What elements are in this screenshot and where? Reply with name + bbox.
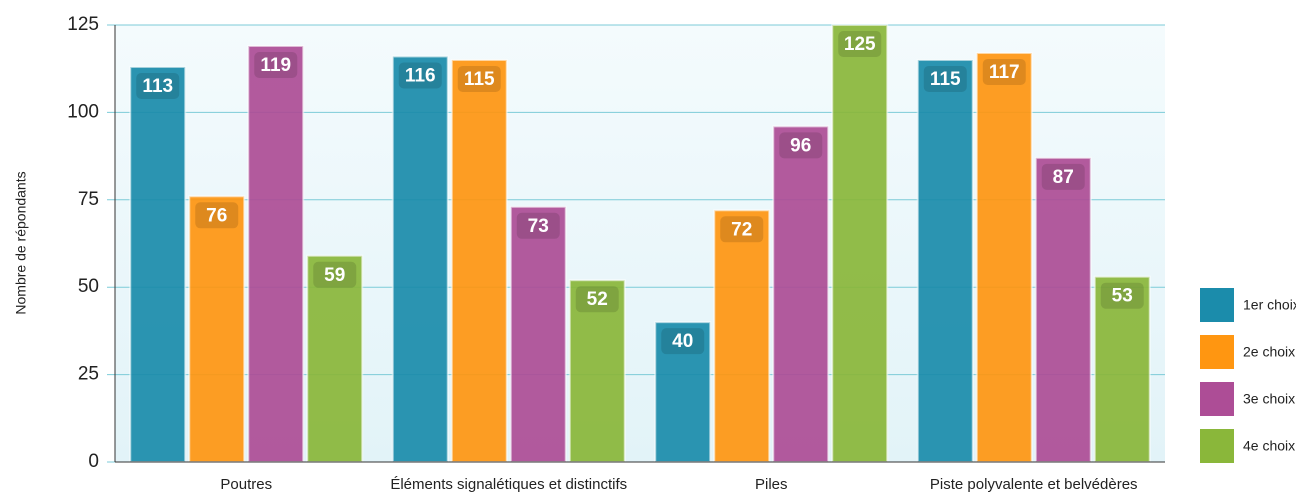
value-label-bg bbox=[923, 65, 967, 92]
bar bbox=[831, 24, 889, 463]
value-label-bg bbox=[516, 212, 560, 239]
value-label-bg bbox=[1041, 163, 1085, 190]
legend-swatch bbox=[1200, 288, 1234, 322]
legend-swatch bbox=[1200, 382, 1234, 416]
y-tick-label: 25 bbox=[78, 364, 99, 385]
x-tick-label: Piste polyvalente et belvédères bbox=[930, 476, 1138, 493]
x-tick-label: Éléments signalétiques et distinctifs bbox=[390, 476, 627, 493]
value-label: 87 bbox=[1053, 167, 1074, 188]
bar bbox=[1034, 156, 1092, 464]
value-label: 72 bbox=[731, 219, 752, 240]
y-tick-label: 125 bbox=[67, 14, 99, 35]
legend-label: 3e choix bbox=[1243, 391, 1295, 407]
value-label-bg bbox=[838, 31, 882, 57]
value-label: 119 bbox=[260, 55, 291, 76]
bar bbox=[188, 195, 246, 464]
value-label: 53 bbox=[1112, 286, 1133, 307]
value-label-bg bbox=[1100, 282, 1144, 309]
value-label-bg bbox=[313, 261, 357, 288]
x-tick-label: Poutres bbox=[220, 476, 272, 493]
value-label-bg bbox=[398, 62, 442, 89]
bar bbox=[713, 209, 771, 463]
bar bbox=[306, 254, 364, 463]
bar bbox=[772, 125, 830, 463]
legend-swatch bbox=[1200, 429, 1234, 463]
x-tick-label: Piles bbox=[755, 476, 788, 493]
value-label: 73 bbox=[528, 216, 549, 237]
legend-label: 2e choix bbox=[1243, 344, 1295, 360]
value-label: 52 bbox=[587, 289, 608, 310]
legend-label: 4e choix bbox=[1243, 438, 1295, 454]
value-label: 59 bbox=[324, 265, 345, 286]
y-tick-label: 75 bbox=[78, 189, 99, 210]
bar bbox=[654, 321, 712, 463]
value-label-bg bbox=[136, 72, 180, 99]
value-label-bg bbox=[254, 51, 298, 78]
value-label-bg bbox=[982, 58, 1026, 85]
bar bbox=[916, 58, 974, 464]
y-tick-label: 50 bbox=[78, 276, 99, 297]
value-label: 76 bbox=[206, 205, 227, 226]
bar bbox=[247, 44, 305, 463]
bar bbox=[450, 58, 508, 464]
bar bbox=[391, 55, 449, 464]
value-label-bg bbox=[779, 132, 823, 159]
value-label-bg bbox=[720, 216, 764, 243]
value-label-bg bbox=[661, 328, 705, 355]
legend-label: 1er choix bbox=[1243, 297, 1296, 313]
bar bbox=[975, 51, 1033, 464]
bar bbox=[129, 65, 187, 464]
value-label-bg bbox=[195, 202, 239, 229]
value-label: 125 bbox=[844, 34, 876, 55]
value-label: 113 bbox=[142, 76, 173, 97]
value-label: 115 bbox=[464, 69, 495, 90]
legend-swatch bbox=[1200, 335, 1234, 369]
value-label: 96 bbox=[790, 135, 811, 156]
value-label: 40 bbox=[672, 331, 693, 352]
value-label: 117 bbox=[989, 62, 1020, 83]
value-label: 115 bbox=[930, 69, 961, 90]
y-axis-label: Nombre de répondants bbox=[13, 171, 29, 314]
bar bbox=[509, 205, 567, 463]
y-tick-label: 0 bbox=[88, 451, 99, 472]
value-label-bg bbox=[457, 65, 501, 92]
value-label-bg bbox=[575, 286, 619, 313]
y-tick-label: 100 bbox=[67, 101, 99, 122]
value-label: 116 bbox=[405, 65, 436, 86]
